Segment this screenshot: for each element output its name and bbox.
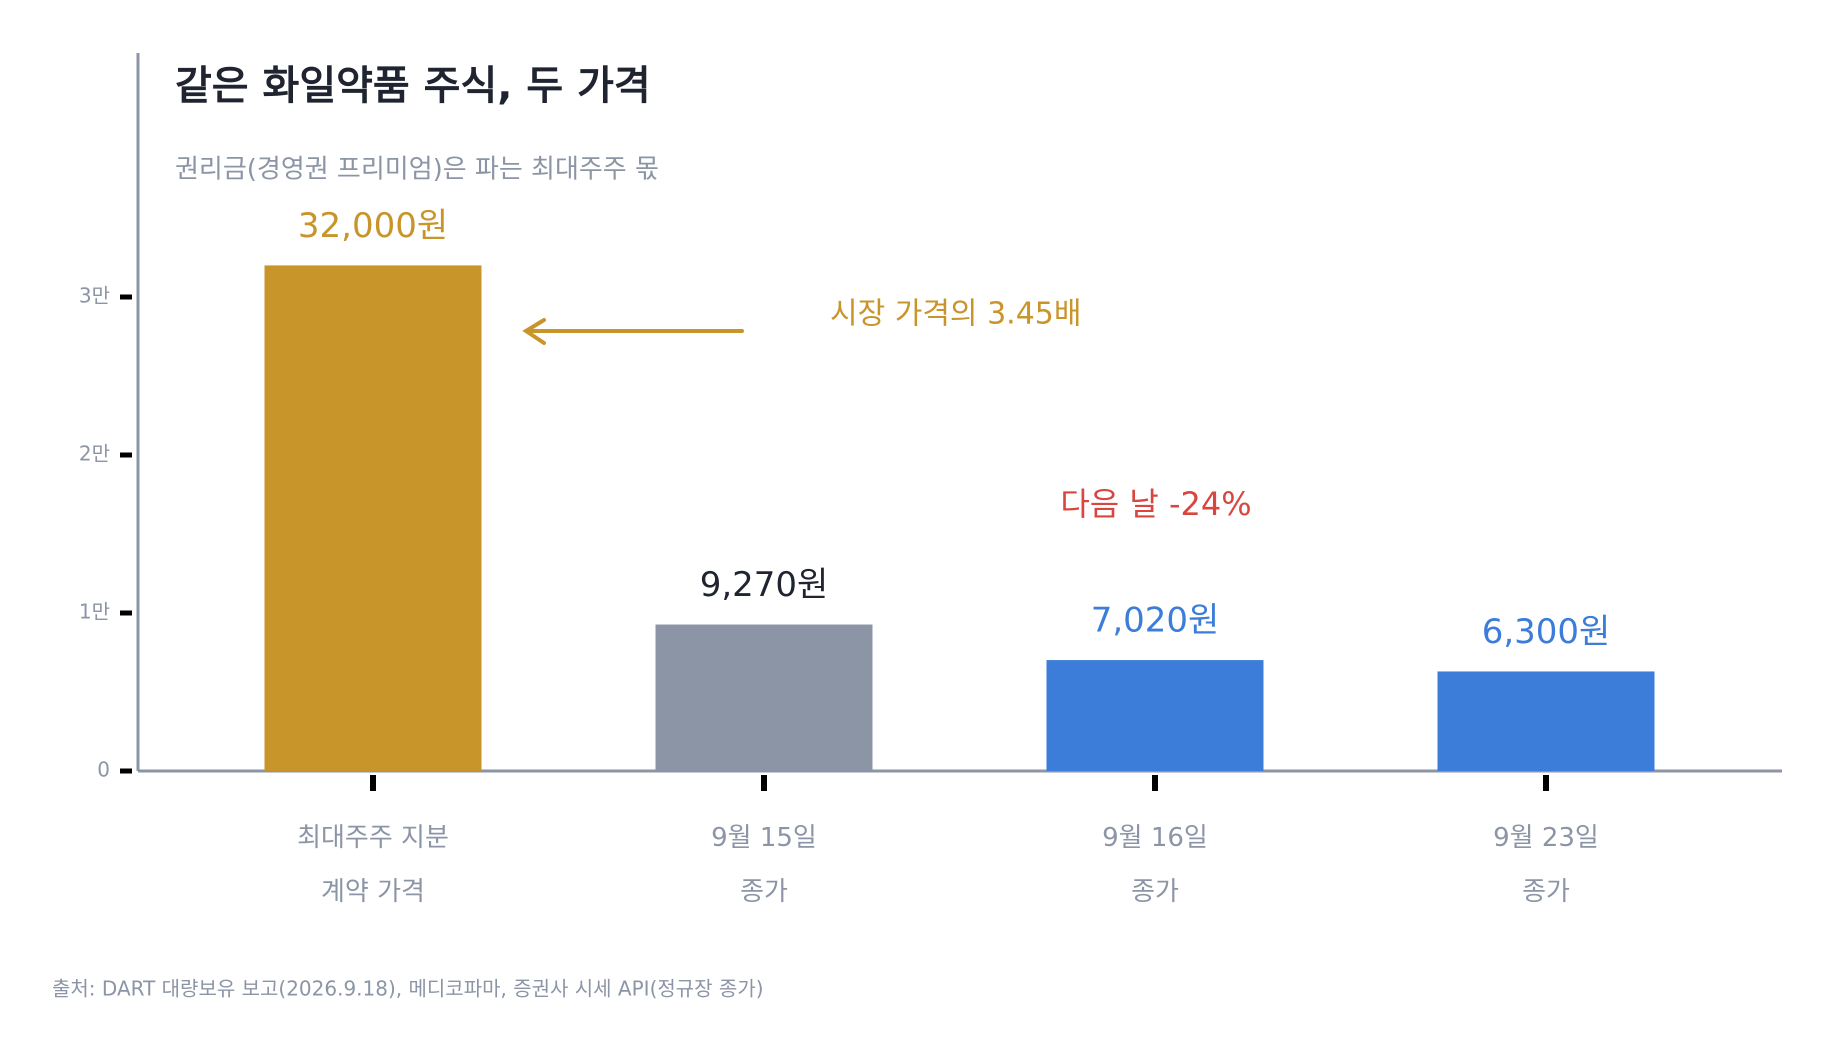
- x-tick-label: 최대주주 지분 계약 가격: [297, 823, 449, 907]
- annotation: 다음 날 -24%: [1060, 485, 1251, 523]
- y-tick-label: 3만: [79, 284, 110, 308]
- chart-title: 같은 화일약품 주식, 두 가격: [175, 63, 651, 109]
- bar: [655, 624, 873, 771]
- chart-subtitle: 권리금(경영권 프리미엄)은 파는 최대주주 몫: [175, 155, 659, 185]
- annotation: 시장 가격의 3.45배: [830, 297, 1081, 332]
- x-tick-label: 9월 23일 종가: [1493, 823, 1599, 907]
- bar: [264, 265, 482, 771]
- x-tick-label: 9월 16일 종가: [1102, 823, 1208, 907]
- source: 출처: DART 대량보유 보고(2026.9.18), 메디코파마, 증권사 …: [52, 977, 764, 1001]
- bar: [1437, 671, 1655, 771]
- bar: [1046, 660, 1264, 771]
- y-tick-label: 1만: [79, 600, 110, 624]
- value-label: 7,020원: [1091, 601, 1220, 641]
- y-tick-label: 0: [97, 758, 110, 782]
- x-tick-label: 9월 15일 종가: [711, 823, 817, 907]
- y-tick-label: 2만: [79, 442, 110, 466]
- arrow: [522, 318, 744, 345]
- value-label: 32,000원: [298, 206, 448, 246]
- value-label: 6,300원: [1482, 612, 1611, 652]
- value-label: 9,270원: [700, 565, 829, 605]
